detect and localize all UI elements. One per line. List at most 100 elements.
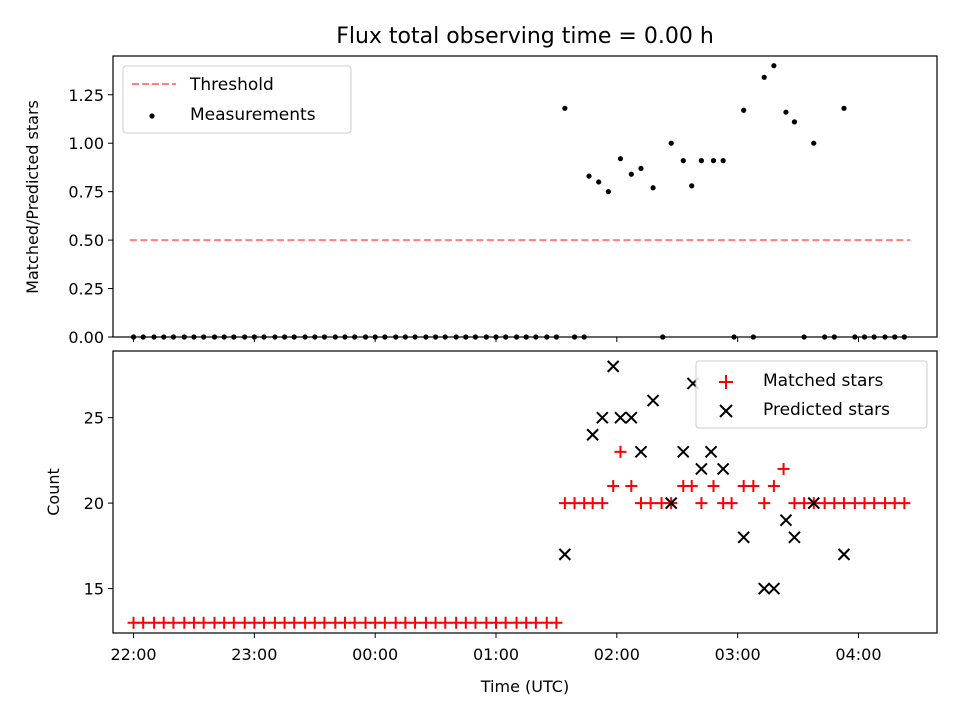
predicted-star-point (758, 582, 771, 595)
matched-star-point (167, 616, 180, 629)
matched-star-point (625, 480, 638, 493)
predicted-star-point (606, 360, 620, 373)
measurement-point (617, 156, 624, 162)
matched-star-point (227, 616, 240, 629)
matched-star-point (409, 616, 422, 629)
measurement-point (680, 158, 686, 164)
measurement-point (668, 140, 674, 146)
matched-star-point (288, 616, 301, 629)
bottom-y-ticks: 15 20 25 (84, 409, 113, 599)
predicted-star-point (716, 462, 730, 476)
matched-star-point (685, 480, 698, 493)
matched-star-point (318, 616, 331, 629)
matched-star-point (747, 480, 760, 493)
matched-star-point (348, 616, 361, 629)
measurement-point (689, 183, 695, 189)
predicted-star-point (788, 531, 801, 544)
top-y-tick-label: 1.00 (68, 134, 104, 153)
predicted-star-point (704, 445, 718, 459)
measurement-point (761, 74, 767, 80)
x-tick-label: 01:00 (473, 645, 519, 664)
matched-star-point (258, 616, 271, 629)
matched-star-point (137, 616, 150, 629)
legend-measurements-swatch (149, 113, 155, 119)
measurement-point (791, 119, 798, 125)
measurement-point (771, 63, 777, 69)
top-plot-frame (112, 55, 938, 338)
x-tick-label: 04:00 (835, 645, 881, 664)
matched-star-point (197, 616, 210, 629)
predicted-star-point (558, 548, 572, 561)
measurement-point (638, 165, 644, 171)
top-y-ticks: 0.00 0.25 0.50 0.75 1.00 1.25 (68, 86, 113, 347)
legend-matched-label: Matched stars (763, 371, 883, 391)
top-legend: Threshold Measurements (122, 65, 352, 134)
bottom-legend: Matched stars Predicted stars (695, 360, 928, 429)
measurement-point (811, 140, 817, 146)
matched-star-point (837, 497, 850, 510)
x-tick-label: 02:00 (594, 645, 640, 664)
legend-threshold-label: Threshold (189, 75, 274, 95)
matched-star-point (596, 497, 609, 510)
predicted-star-point (695, 462, 708, 476)
matched-star-point (529, 616, 542, 629)
legend-predicted-swatch (719, 404, 733, 418)
bottom-panel: 15 20 25 22:00 23:00 00:00 01:00 02:00 03:00 04:… (44, 350, 938, 696)
predicted-star-point (807, 496, 820, 510)
legend-measurements-label: Measurements (190, 105, 316, 125)
top-y-axis-label: Matched/Predicted stars (23, 100, 42, 294)
measurement-point (562, 105, 568, 111)
bottom-plot-frame (112, 350, 938, 634)
predicted-star-point (586, 428, 599, 441)
measurement-point (605, 189, 611, 195)
bottom-y-axis-label: Count (44, 468, 63, 516)
predicted-star-point (646, 394, 660, 407)
top-x-ticks (133, 337, 859, 342)
top-y-tick-label: 0.25 (68, 280, 104, 299)
top-panel: 0.00 0.25 0.50 0.75 1.00 1.25 Matched/Predict… (23, 55, 938, 347)
matched-star-point (707, 480, 720, 493)
bottom-x-ticks: 22:00 23:00 00:00 01:00 02:00 03:00 04:00 (110, 633, 882, 664)
predicted-star-point (779, 513, 793, 527)
predicted-star-point (737, 531, 750, 544)
matched-star-point (378, 616, 391, 629)
x-tick-label: 22:00 (110, 645, 156, 664)
matched-star-point (644, 497, 657, 510)
predicted-star-point (767, 582, 781, 595)
predicted-star-point (614, 411, 627, 424)
matched-star-point (767, 480, 780, 493)
matched-star-point (499, 616, 512, 629)
measurement-point (841, 105, 847, 111)
bottom-y-tick-label: 25 (84, 409, 104, 428)
matched-star-point (777, 462, 790, 475)
matched-star-point (695, 497, 708, 510)
measurement-point (698, 158, 704, 164)
predicted-star-point (664, 496, 678, 510)
matched-star-point (725, 497, 738, 510)
top-y-tick-label: 0.75 (68, 183, 104, 202)
bottom-y-tick-label: 20 (84, 494, 104, 513)
predicted-star-point (677, 445, 690, 459)
matched-star-point (607, 480, 620, 493)
legend-matched-swatch (719, 375, 733, 389)
chart-title: Flux total observing time = 0.00 h (336, 24, 714, 49)
matched-star-point (614, 445, 627, 458)
measurement-point (720, 158, 726, 164)
measurement-point (586, 173, 592, 179)
top-y-tick-label: 0.00 (68, 328, 104, 347)
predicted-star-point (837, 548, 851, 561)
measurement-point (596, 179, 602, 185)
legend-predicted-label: Predicted stars (763, 400, 890, 420)
matched-star-point (898, 497, 911, 510)
predicted-star-point (634, 445, 648, 459)
predicted-star-point (596, 411, 609, 424)
measurement-point (710, 158, 717, 164)
x-tick-label: 00:00 (352, 645, 398, 664)
top-y-tick-label: 1.25 (68, 86, 104, 105)
matched-star-point (550, 616, 563, 629)
measurement-point (783, 109, 789, 115)
x-tick-label: 03:00 (715, 645, 761, 664)
matched-star-point (439, 616, 452, 629)
top-y-tick-label: 0.50 (68, 231, 104, 250)
matched-star-point (868, 497, 881, 510)
